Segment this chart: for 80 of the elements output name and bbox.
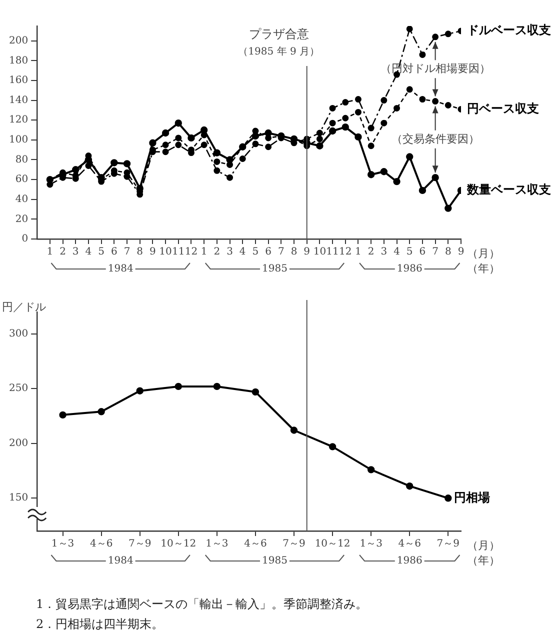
text: （年） [467, 262, 500, 275]
x-tick-label: 10～12 [314, 538, 350, 550]
annotation: （円対ドル相場要因） [380, 62, 490, 75]
x-tick-label: 1 [355, 246, 362, 258]
x-tick-label: 3 [380, 246, 388, 258]
text: 1986 [396, 556, 422, 567]
text: 1986 [396, 264, 422, 275]
x-tick-label: 11 [172, 246, 185, 258]
y-axis-title: 円／ドル [2, 300, 46, 314]
x-tick-label: 4～6 [90, 538, 113, 550]
x-tick-label: 7～9 [282, 538, 306, 550]
text: 1985 [262, 556, 288, 567]
x-tick-label: 2 [368, 246, 374, 258]
text: 2．円相場は四半期末。 [36, 616, 165, 633]
series-label: 円相場 [454, 490, 490, 504]
y-tick-label: 100 [8, 134, 28, 146]
x-tick-label: 6 [110, 246, 118, 258]
x-tick-label: 7～9 [128, 538, 152, 550]
text: （月） [467, 246, 500, 260]
x-tick-label: 7 [278, 246, 284, 258]
y-tick-label: 200 [8, 438, 28, 449]
y-tick-label: 160 [8, 75, 28, 86]
x-tick-label: 6 [419, 246, 426, 258]
y-tick-label: 200 [8, 35, 28, 46]
x-tick-label: 10 [313, 246, 326, 258]
x-tick-label: 11 [326, 246, 339, 258]
x-tick-label: 5 [98, 246, 105, 258]
text: 1985 [262, 264, 288, 275]
x-tick-label: 12 [339, 246, 352, 258]
text: 1984 [108, 264, 134, 275]
x-tick-label: 1～3 [206, 538, 228, 550]
x-tick-label: 2 [60, 246, 66, 258]
y-tick-label: 120 [8, 114, 28, 126]
y-tick-label: 0 [22, 234, 28, 245]
x-tick-label: 3 [72, 246, 79, 258]
x-tick-label: 1～3 [51, 538, 74, 550]
y-tick-label: 180 [8, 55, 28, 66]
series-label: ドルベース収支 [467, 23, 551, 38]
x-tick-label: 8 [444, 246, 452, 258]
y-tick-label: 60 [15, 174, 28, 186]
x-tick-label: 8 [290, 246, 298, 258]
y-tick-label: 150 [8, 492, 28, 504]
x-tick-label: 1～3 [360, 538, 382, 550]
x-tick-label: 6 [265, 246, 272, 258]
x-tick-label: 8 [136, 246, 144, 258]
text: 1．貿易黒字は通関ベースの「輸出－輸入」。季節調整済み。 [36, 596, 368, 613]
x-tick-label: 5 [406, 246, 413, 258]
x-tick-label: 4 [394, 246, 400, 258]
text: 1984 [108, 556, 134, 567]
x-tick-label: 4～6 [244, 538, 267, 550]
y-tick-label: 250 [8, 383, 28, 394]
x-tick-label: 7 [432, 246, 438, 258]
x-tick-label: 7～9 [436, 538, 460, 550]
x-tick-label: 4 [85, 246, 92, 258]
y-tick-label: 20 [15, 214, 28, 225]
series-label: 数量ベース収支 [466, 182, 551, 197]
annotation: （1985 年 9 月） [238, 46, 320, 58]
x-tick-label: 9 [458, 246, 464, 258]
y-tick-label: 80 [15, 154, 28, 166]
x-tick-label: 3 [226, 246, 233, 258]
x-tick-label: 1 [200, 246, 208, 258]
series-label: 円ベース収支 [467, 101, 539, 116]
ref-line-label: プラザ合意 [248, 27, 309, 41]
x-tick-label: 12 [184, 246, 198, 258]
x-tick-label: 10 [159, 246, 172, 258]
y-tick-label: 300 [8, 328, 28, 340]
x-tick-label: 2 [214, 246, 220, 258]
x-tick-label: 4～6 [398, 538, 421, 550]
x-tick-label: 4 [239, 246, 246, 258]
x-tick-label: 7 [124, 246, 130, 258]
x-tick-label: 1 [46, 246, 54, 258]
annotation: （交易条件要因） [391, 132, 480, 146]
text: （年） [467, 554, 500, 567]
y-tick-label: 40 [15, 194, 28, 205]
x-tick-label: 9 [304, 246, 310, 258]
text: （月） [467, 538, 500, 552]
x-tick-label: 10～12 [160, 538, 196, 550]
x-tick-label: 9 [150, 246, 156, 258]
y-tick-label: 140 [8, 94, 28, 106]
x-tick-label: 5 [252, 246, 259, 258]
